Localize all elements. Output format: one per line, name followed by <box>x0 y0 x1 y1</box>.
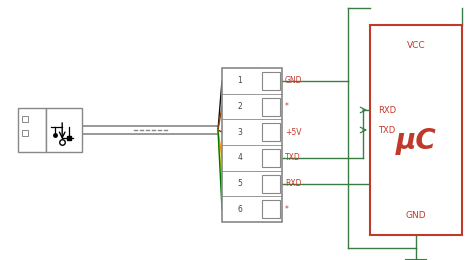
Text: 5: 5 <box>237 179 242 188</box>
Bar <box>262 123 280 141</box>
Text: RXD: RXD <box>378 106 396 114</box>
Text: TXD: TXD <box>378 126 395 134</box>
Bar <box>22 116 28 122</box>
Text: 1: 1 <box>237 76 242 85</box>
Bar <box>262 174 280 192</box>
Bar <box>46 108 82 152</box>
Text: *: * <box>285 205 289 214</box>
Bar <box>262 98 280 115</box>
Text: GND: GND <box>285 76 302 85</box>
Bar <box>262 200 280 218</box>
Text: *: * <box>285 102 289 111</box>
Bar <box>262 72 280 90</box>
Text: RXD: RXD <box>285 179 301 188</box>
Bar <box>22 130 28 136</box>
Bar <box>18 108 46 152</box>
Text: +5V: +5V <box>285 128 301 137</box>
Text: μC: μC <box>396 127 437 154</box>
Text: GND: GND <box>406 211 426 219</box>
Text: TXD: TXD <box>285 153 301 162</box>
Text: 3: 3 <box>237 128 242 137</box>
Bar <box>262 149 280 167</box>
Text: 2: 2 <box>237 102 242 111</box>
Text: 6: 6 <box>237 205 242 214</box>
Text: VCC: VCC <box>407 41 425 49</box>
Text: 4: 4 <box>237 153 242 162</box>
Bar <box>222 68 282 222</box>
Bar <box>370 25 462 235</box>
